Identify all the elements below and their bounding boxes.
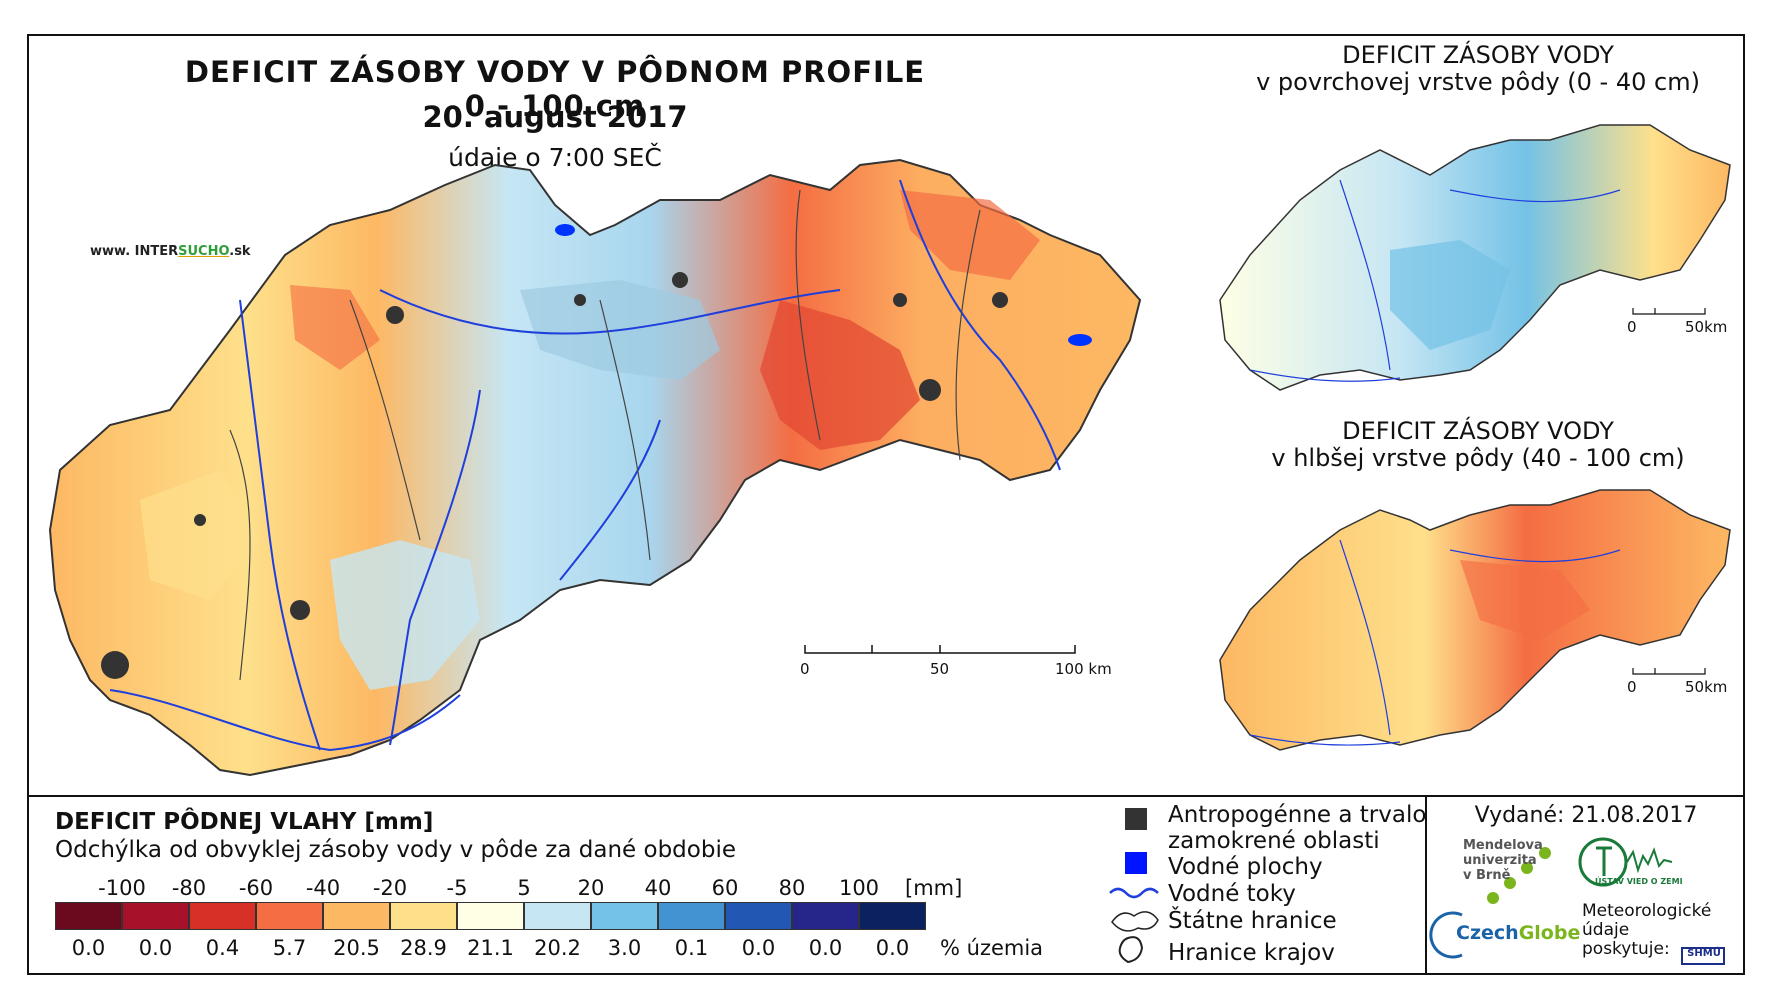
main-scale-label-0: 0	[800, 660, 810, 678]
key-water-streams: Vodné toky	[1168, 881, 1296, 907]
mendel-logo	[1487, 847, 1551, 904]
key-water-bodies: Vodné plochy	[1168, 854, 1323, 880]
key-anthropogenic-line2: zamokrené oblasti	[1168, 828, 1380, 854]
inset-top-title-line2: v povrchovej vrstve pôdy (0 - 40 cm)	[1256, 68, 1700, 96]
legend-percent: 20.2	[534, 936, 581, 960]
main-urban-areas	[101, 272, 1008, 679]
legend-swatch	[457, 902, 524, 930]
legend-percent: 0.4	[205, 936, 240, 960]
inset-top-scale-50: 50km	[1685, 318, 1728, 336]
legend-percent: 0.0	[138, 936, 173, 960]
legend-swatch	[591, 902, 658, 930]
czechglobe-text: CzechGlobe	[1456, 922, 1580, 944]
legend-percent: 3.0	[607, 936, 642, 960]
legend-title: DEFICIT PÔDNEJ VLAHY [mm]	[55, 809, 434, 835]
legend-boundary-label: -60	[238, 876, 274, 900]
legend-percent: 0.0	[71, 936, 106, 960]
legend-swatch	[122, 902, 189, 930]
legend-swatch	[189, 902, 256, 930]
meteo-line1: Meteorologické	[1582, 901, 1712, 921]
website-link[interactable]: www. INTERSUCHO.sk	[90, 244, 251, 259]
key-symbols	[1109, 808, 1159, 964]
main-scale-label-100: 100 km	[1055, 660, 1112, 678]
legend-swatch	[390, 902, 457, 930]
key-state-borders: Štátne hranice	[1168, 908, 1337, 934]
legend-swatch	[792, 902, 859, 930]
main-title: DEFICIT ZÁSOBY VODY V PÔDNOM PROFILE 0 -…	[184, 55, 926, 123]
map-frame	[27, 34, 1745, 975]
website-prefix: www. INTER	[90, 244, 179, 259]
main-water-bodies	[555, 224, 1092, 346]
legend-percent: 28.9	[400, 936, 447, 960]
legend-boundary-label: -20	[372, 876, 408, 900]
legend-boundary-label: -100	[98, 876, 146, 900]
legend-unit-top: [mm]	[905, 876, 963, 900]
legend-swatch	[256, 902, 323, 930]
mendel-line3: v Brně	[1463, 868, 1511, 883]
uvgz-text: ÚSTAV VIED O ZEMI	[1595, 877, 1683, 886]
key-anthropogenic-line1: Antropogénne a trvalo	[1168, 802, 1427, 828]
mendel-line1: Mendelova	[1463, 838, 1543, 853]
legend-boundary-label: -80	[171, 876, 207, 900]
czechglobe-logo	[1429, 911, 1463, 959]
legend-percent: 5.7	[272, 936, 307, 960]
legend-percent: 20.5	[333, 936, 380, 960]
inset-bottom-map	[1219, 489, 1731, 751]
legend-boundary-label: 20	[577, 876, 605, 900]
meteo-line3: poskytuje:	[1582, 939, 1670, 959]
legend-swatch	[725, 902, 792, 930]
legend-percent: 0.0	[741, 936, 776, 960]
key-region-borders: Hranice krajov	[1168, 940, 1335, 966]
legend-percent: 0.0	[875, 936, 910, 960]
legend-swatch	[859, 902, 926, 930]
main-scale-label-50: 50	[930, 660, 950, 678]
shmu-text: SHMÚ	[1687, 948, 1721, 959]
inset-top-title: DEFICIT ZÁSOBY VODY v povrchovej vrstve …	[1218, 42, 1738, 96]
inset-bottom-title-line2: v hlbšej vrstve pôdy (40 - 100 cm)	[1271, 444, 1685, 472]
legend-percent: 0.0	[808, 936, 843, 960]
website-accent: SUCHO	[178, 244, 230, 259]
legend-subtitle: Odchýlka od obvyklej zásoby vody v pôde …	[55, 837, 736, 863]
legend-boundary-label: 100	[838, 876, 880, 900]
inset-bottom-title-line1: DEFICIT ZÁSOBY VODY	[1342, 417, 1614, 445]
legend-boundary-label: 5	[517, 876, 531, 900]
legend-swatch	[323, 902, 390, 930]
uvgz-logo	[1578, 837, 1673, 887]
shmu-logo	[1681, 947, 1725, 965]
main-region-borders	[229, 189, 981, 681]
website-suffix: .sk	[229, 244, 251, 259]
main-scale-bar	[804, 645, 1076, 654]
meteo-line2: údaje	[1582, 920, 1630, 940]
legend-boundary-label: -5	[446, 876, 468, 900]
issued-date: Vydané: 21.08.2017	[1474, 803, 1698, 828]
legend-unit-bottom: % územia	[940, 936, 1044, 960]
czechglobe-text-b: Globe	[1518, 922, 1581, 944]
legend-swatch	[524, 902, 591, 930]
legend-percent: 21.1	[467, 936, 514, 960]
inset-bottom-scale-50: 50km	[1685, 678, 1728, 696]
main-rivers	[109, 179, 1061, 752]
inset-top-title-line1: DEFICIT ZÁSOBY VODY	[1342, 41, 1614, 69]
inset-bottom-scale-0: 0	[1627, 678, 1637, 696]
legend-boundary-label: -40	[305, 876, 341, 900]
legend-swatch	[658, 902, 725, 930]
legend-percent: 0.1	[674, 936, 709, 960]
czechglobe-text-a: Czech	[1456, 922, 1519, 944]
inset-bottom-title: DEFICIT ZÁSOBY VODY v hlbšej vrstve pôdy…	[1218, 418, 1738, 472]
inset-top-map	[1219, 124, 1731, 391]
legend-boundary-label: 60	[711, 876, 739, 900]
info-divider	[1425, 795, 1427, 975]
slovakia-territory	[48, 158, 1142, 777]
mendel-text: Mendelova univerzita v Brně	[1463, 838, 1543, 883]
main-time: údaje o 7:00 SEČ	[448, 143, 662, 172]
legend-swatch	[55, 902, 122, 930]
meteo-text: Meteorologické údaje poskytuje:	[1582, 902, 1711, 959]
legend-divider	[27, 795, 1745, 797]
mendel-line2: univerzita	[1463, 853, 1537, 868]
main-date: 20. august 2017	[422, 100, 688, 134]
legend-boundary-label: 80	[778, 876, 806, 900]
inset-top-scale-0: 0	[1627, 318, 1637, 336]
legend-boundary-label: 40	[644, 876, 672, 900]
